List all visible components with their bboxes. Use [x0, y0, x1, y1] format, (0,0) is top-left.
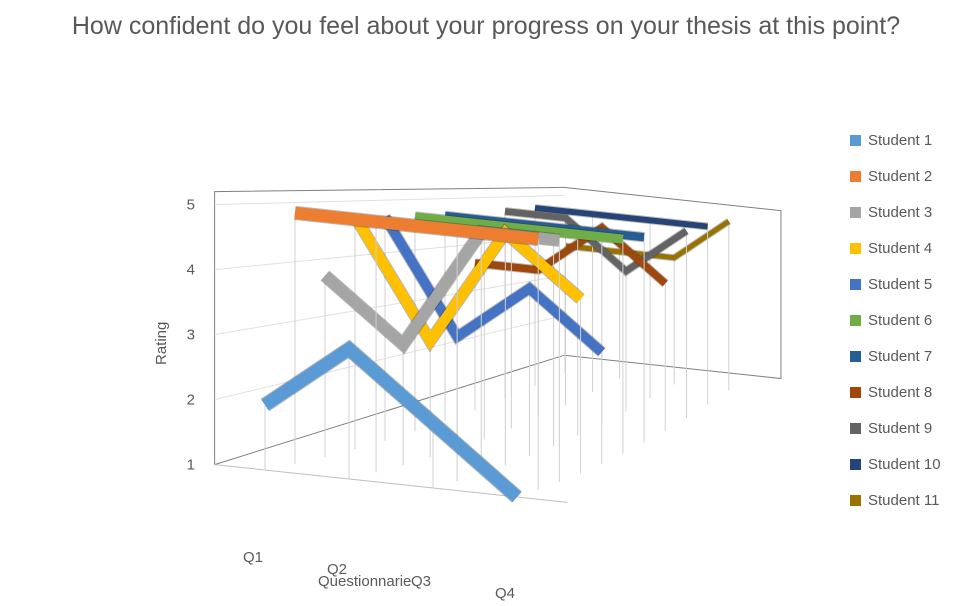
x-tick-label: Q3 — [411, 573, 431, 590]
legend-swatch — [850, 134, 861, 146]
y-tick-label: 3 — [187, 327, 195, 344]
x-axis-label: Questionnarie — [318, 573, 411, 590]
series-line-10 — [534, 205, 708, 230]
legend: Student 1 Student 2 Student 3 Student 4 Stud… — [850, 122, 941, 518]
legend-swatch — [850, 494, 861, 506]
series-line-9 — [504, 208, 689, 276]
legend-swatch — [850, 170, 861, 182]
legend-swatch — [850, 314, 861, 326]
legend-label: Student 7 — [868, 347, 933, 365]
legend-item: Student 7 — [850, 338, 941, 374]
series-line-4 — [350, 213, 585, 351]
legend-swatch — [850, 278, 861, 290]
chart-title: How confident do you feel about your pro… — [71, 12, 901, 40]
legend-swatch — [850, 206, 861, 218]
legend-label: Student 3 — [868, 203, 933, 221]
legend-item: Student 8 — [850, 374, 941, 410]
x-tick-label: Q2 — [327, 561, 347, 578]
series-line-2 — [294, 206, 539, 246]
side-wall — [214, 186, 565, 465]
legend-item: Student 11 — [850, 482, 941, 518]
x-tick-label: Q1 — [243, 549, 263, 566]
legend-item: Student 10 — [850, 446, 941, 482]
y-tick-label: 5 — [187, 197, 195, 214]
x-tick-label: Q4 — [495, 585, 515, 602]
y-tick-label: 2 — [187, 392, 195, 409]
y-tick-label: 1 — [187, 457, 195, 474]
legend-label: Student 9 — [868, 419, 933, 437]
legend-swatch — [850, 386, 861, 398]
back-wall — [563, 186, 782, 380]
legend-swatch — [850, 350, 861, 362]
legend-item: Student 5 — [850, 266, 941, 302]
series-line-8 — [474, 222, 668, 287]
legend-label: Student 5 — [868, 275, 933, 293]
legend-item: Student 1 — [850, 122, 941, 158]
series-line-5 — [380, 214, 605, 356]
legend-swatch — [850, 242, 861, 254]
series-line-1 — [261, 340, 522, 502]
legend-label: Student 11 — [868, 491, 940, 509]
legend-label: Student 6 — [868, 311, 933, 329]
legend-item: Student 9 — [850, 410, 941, 446]
series-line-6 — [414, 212, 624, 244]
legend-item: Student 2 — [850, 158, 941, 194]
legend-label: Student 8 — [868, 383, 933, 401]
legend-label: Student 1 — [868, 131, 933, 149]
series-shadow — [260, 339, 522, 503]
legend-swatch — [850, 422, 861, 434]
y-axis-label: Rating — [153, 322, 170, 365]
y-tick-label: 4 — [187, 262, 195, 279]
legend-swatch — [850, 458, 861, 470]
legend-item: Student 4 — [850, 230, 941, 266]
legend-label: Student 10 — [868, 455, 941, 473]
gridline — [214, 194, 565, 206]
legend-label: Student 4 — [868, 239, 933, 257]
legend-label: Student 2 — [868, 167, 933, 185]
legend-item: Student 3 — [850, 194, 941, 230]
legend-item: Student 6 — [850, 302, 941, 338]
